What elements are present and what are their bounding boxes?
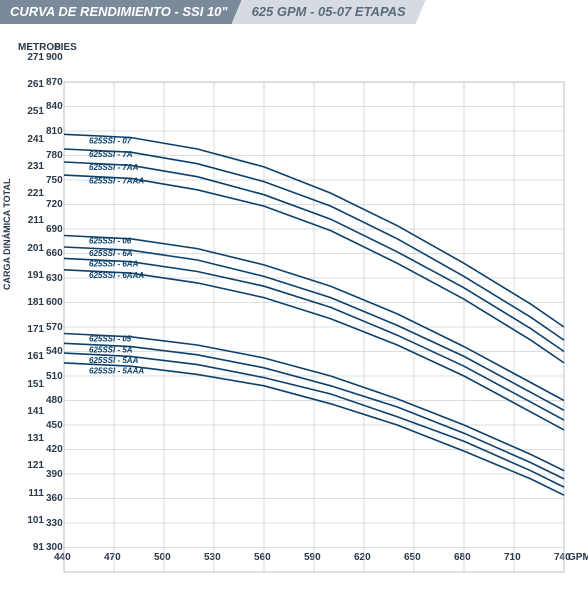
series-label: 625SSI - 6A	[89, 249, 133, 258]
series-label: 625SSI - 05	[89, 335, 132, 344]
series-label: 625SSI - 6AAA	[89, 271, 144, 280]
series-label: 625SSI - 5A	[89, 345, 133, 354]
series-label: 625SSI - 7AAA	[89, 176, 144, 185]
series-label: 625SSI - 5AA	[89, 356, 139, 365]
chart-header: CURVA DE RENDIMIENTO - SSI 10" 625 GPM -…	[0, 0, 588, 24]
series-label: 625SSI - 7AA	[89, 163, 139, 172]
series-label: 625SSI - 7A	[89, 150, 133, 159]
header-title: CURVA DE RENDIMIENTO - SSI 10"	[0, 0, 242, 24]
series-label: 625SSI - 07	[89, 136, 132, 145]
series-label: 625SSI - 06	[89, 237, 132, 246]
series-label: 625SSI - 5AAA	[89, 367, 144, 376]
header-subtitle: 625 GPM - 05-07 ETAPAS	[232, 0, 426, 24]
series-label: 625SSI - 6AA	[89, 260, 139, 269]
